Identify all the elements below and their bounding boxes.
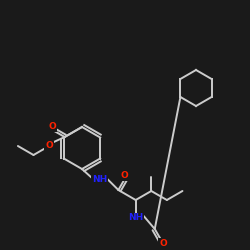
- Text: O: O: [45, 142, 53, 150]
- Text: O: O: [159, 239, 167, 248]
- Text: O: O: [49, 122, 56, 131]
- Text: NH: NH: [128, 214, 143, 222]
- Text: NH: NH: [92, 174, 107, 184]
- Text: O: O: [121, 171, 129, 180]
